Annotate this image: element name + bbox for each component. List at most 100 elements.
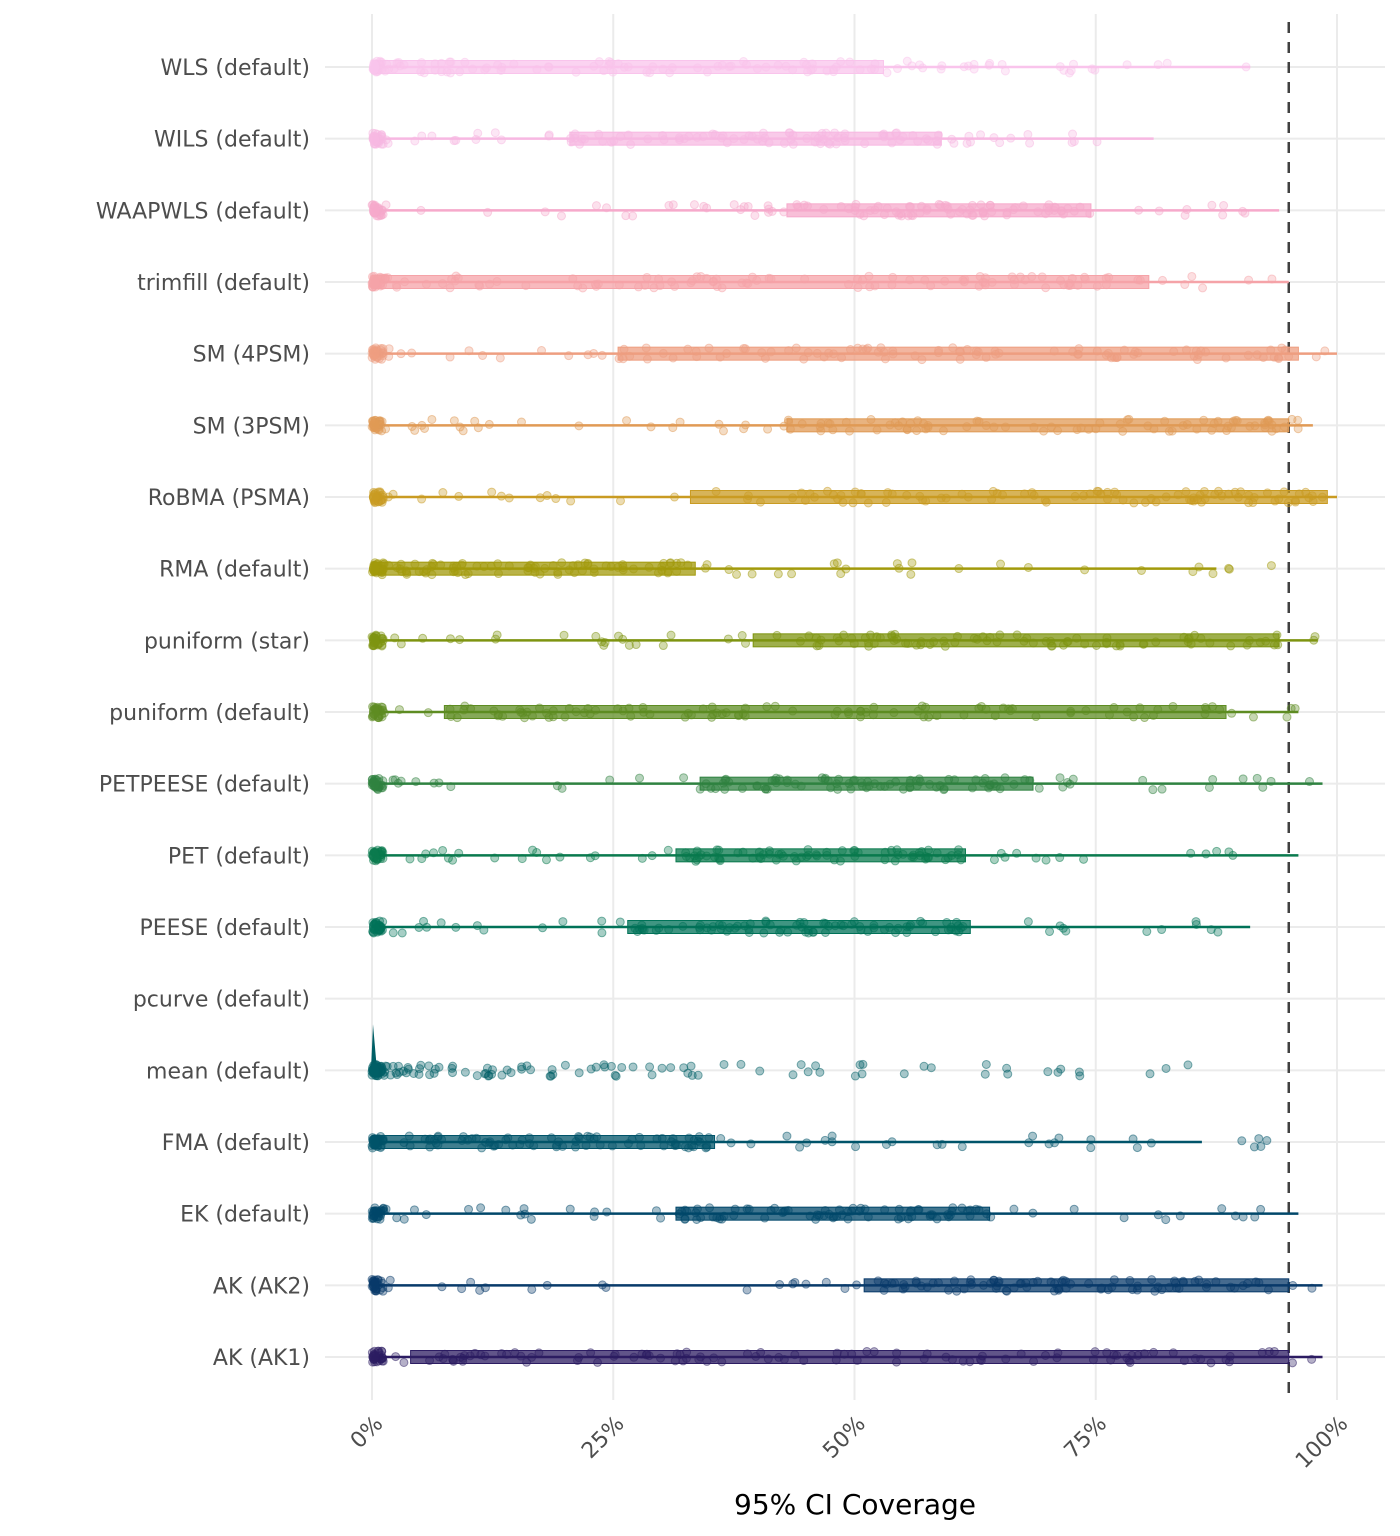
data-point bbox=[729, 200, 739, 210]
data-point bbox=[1092, 486, 1102, 496]
data-point bbox=[1237, 1136, 1247, 1146]
data-point bbox=[1148, 785, 1158, 795]
data-point bbox=[892, 1357, 902, 1367]
data-point bbox=[418, 633, 428, 643]
data-point bbox=[419, 916, 429, 926]
data-point bbox=[837, 353, 847, 363]
data-point bbox=[559, 630, 569, 640]
series-waapwls-default bbox=[367, 199, 1280, 221]
zero-cluster bbox=[369, 848, 379, 863]
data-point bbox=[565, 1204, 575, 1214]
data-point bbox=[384, 344, 394, 354]
data-point bbox=[400, 277, 410, 287]
data-point bbox=[580, 558, 590, 568]
data-point bbox=[659, 135, 669, 145]
data-point bbox=[736, 1059, 746, 1069]
data-point bbox=[1092, 346, 1102, 356]
data-point bbox=[1023, 129, 1033, 139]
data-point bbox=[417, 854, 427, 864]
data-point bbox=[820, 774, 830, 784]
data-point bbox=[830, 128, 840, 138]
data-point bbox=[747, 569, 757, 579]
data-point bbox=[907, 61, 917, 71]
data-point bbox=[791, 343, 801, 353]
y-axis-label: AK (AK2) bbox=[213, 1274, 310, 1299]
data-point bbox=[845, 57, 855, 67]
data-point bbox=[739, 343, 749, 353]
data-point bbox=[1186, 848, 1196, 858]
data-point bbox=[496, 491, 506, 501]
x-tick-label: 100% bbox=[1291, 1412, 1353, 1474]
data-point bbox=[962, 422, 972, 432]
data-point bbox=[940, 276, 950, 286]
data-point bbox=[780, 1206, 790, 1216]
data-point bbox=[1033, 1276, 1043, 1286]
data-point bbox=[618, 560, 628, 570]
data-point bbox=[717, 1357, 727, 1367]
data-point bbox=[544, 712, 554, 722]
data-point bbox=[981, 1059, 991, 1069]
data-point bbox=[1226, 641, 1236, 651]
data-point bbox=[580, 134, 590, 144]
data-point bbox=[1068, 129, 1078, 139]
data-point bbox=[1254, 1134, 1264, 1144]
data-point bbox=[606, 137, 616, 147]
data-point bbox=[783, 1205, 793, 1215]
data-point bbox=[1055, 921, 1065, 931]
data-point bbox=[416, 205, 426, 215]
y-axis-label: PETPEESE (default) bbox=[99, 773, 310, 798]
data-point bbox=[607, 1141, 617, 1151]
data-point bbox=[967, 1279, 977, 1289]
data-point bbox=[1180, 210, 1190, 220]
data-point bbox=[724, 777, 734, 787]
data-point bbox=[455, 67, 465, 77]
data-point bbox=[636, 1141, 646, 1151]
data-point bbox=[1041, 283, 1051, 293]
data-point bbox=[760, 353, 770, 363]
data-point bbox=[1282, 712, 1292, 722]
data-point bbox=[898, 132, 908, 142]
data-point bbox=[528, 845, 538, 855]
data-point bbox=[740, 703, 750, 713]
data-point bbox=[1132, 1143, 1142, 1153]
data-point bbox=[642, 67, 652, 77]
data-point bbox=[974, 1205, 984, 1215]
data-point bbox=[420, 423, 430, 433]
data-point bbox=[919, 419, 929, 429]
data-point bbox=[942, 917, 952, 927]
data-point bbox=[672, 558, 682, 568]
y-axis-label: SM (3PSM) bbox=[193, 414, 310, 439]
data-point bbox=[834, 774, 844, 784]
data-point bbox=[870, 281, 880, 291]
data-point bbox=[597, 916, 607, 926]
data-point bbox=[1206, 1358, 1216, 1368]
data-point bbox=[436, 58, 446, 68]
data-point bbox=[1158, 275, 1168, 285]
data-point bbox=[976, 130, 986, 140]
data-point bbox=[506, 1068, 516, 1078]
data-point bbox=[560, 712, 570, 722]
data-point bbox=[980, 278, 990, 288]
data-point bbox=[671, 1140, 681, 1150]
data-point bbox=[527, 1284, 537, 1294]
data-point bbox=[380, 66, 390, 76]
data-point bbox=[476, 1203, 486, 1213]
data-point bbox=[1142, 927, 1152, 937]
data-point bbox=[773, 60, 783, 70]
data-point bbox=[445, 68, 455, 78]
data-point bbox=[384, 351, 394, 361]
data-point bbox=[626, 139, 636, 149]
data-point bbox=[875, 633, 885, 643]
data-point bbox=[837, 846, 847, 856]
data-point bbox=[881, 497, 891, 507]
data-point bbox=[454, 848, 464, 858]
data-point bbox=[515, 1139, 525, 1149]
data-point bbox=[844, 279, 854, 289]
data-point bbox=[864, 638, 874, 648]
data-point bbox=[952, 917, 962, 927]
data-point bbox=[1199, 486, 1209, 496]
data-point bbox=[989, 1275, 999, 1285]
data-point bbox=[1199, 415, 1209, 425]
zero-cluster bbox=[369, 1063, 379, 1078]
data-point bbox=[692, 132, 702, 142]
